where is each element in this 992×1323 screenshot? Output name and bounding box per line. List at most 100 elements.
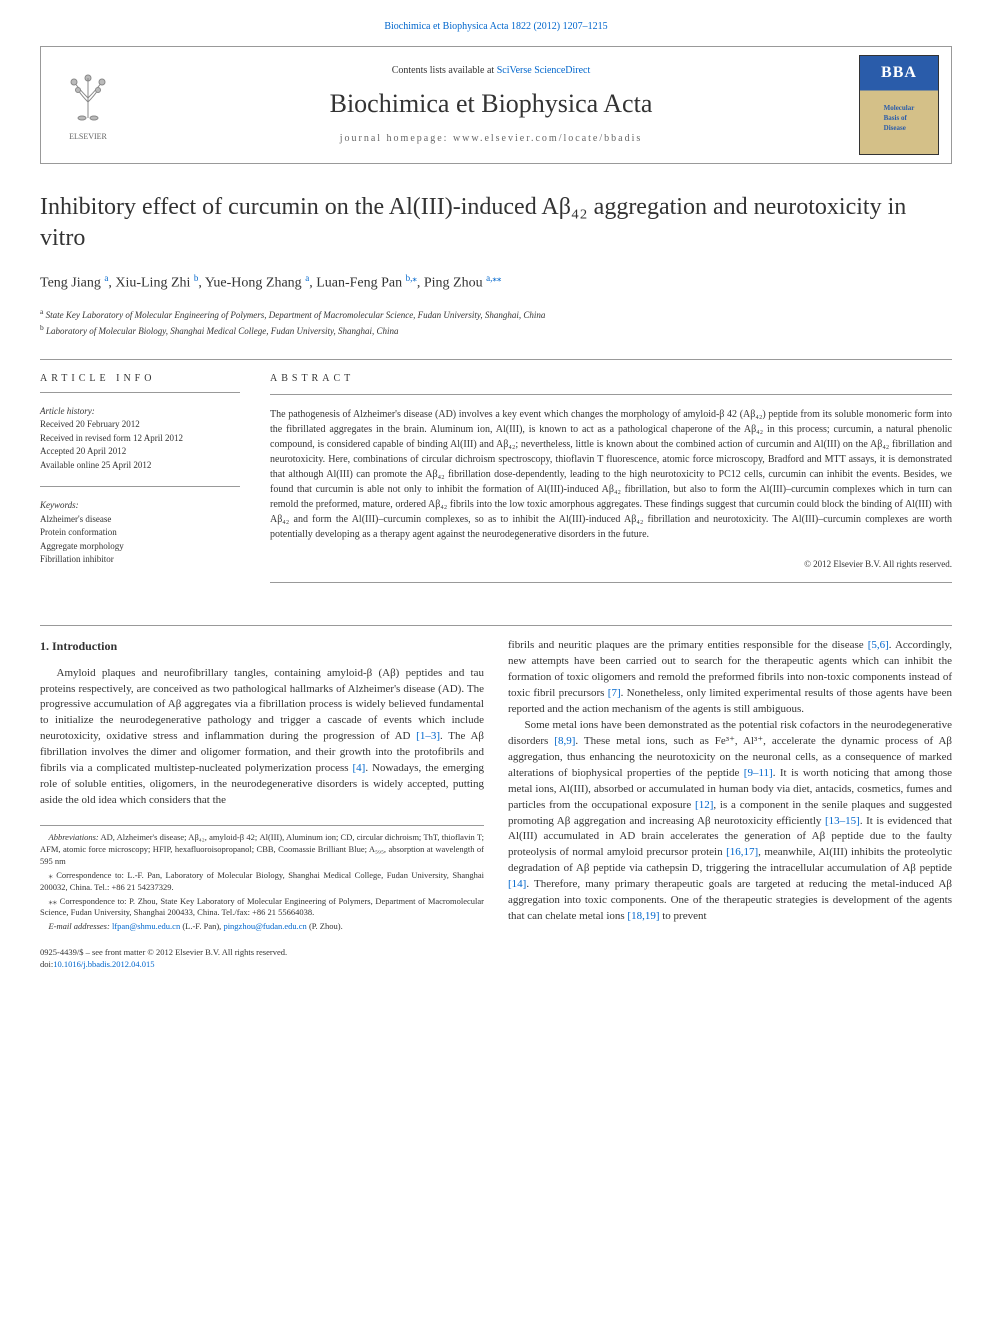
contents-available-line: Contents lists available at SciVerse Sci… xyxy=(123,64,859,78)
email-person-2: (P. Zhou). xyxy=(307,921,343,931)
bba-acronym: BBA xyxy=(881,62,917,84)
journal-reference: Biochimica et Biophysica Acta 1822 (2012… xyxy=(40,20,952,34)
keyword-2: Protein conformation xyxy=(40,526,240,540)
affiliation-b-text: Laboratory of Molecular Biology, Shangha… xyxy=(46,326,398,336)
abbrev-label: Abbreviations: xyxy=(49,832,99,842)
article-history: Article history: Received 20 February 20… xyxy=(40,405,240,473)
correspondence-1: ⁎ Correspondence to: L.-F. Pan, Laborato… xyxy=(40,870,484,894)
bottom-metadata: 0925-4439/$ – see front matter © 2012 El… xyxy=(40,947,484,971)
correspondence-2: ⁎⁎ Correspondence to: P. Zhou, State Key… xyxy=(40,896,484,920)
body-text: to prevent xyxy=(660,910,707,922)
ref-link[interactable]: [5,6] xyxy=(868,639,889,651)
body-columns: 1. Introduction Amyloid plaques and neur… xyxy=(40,638,952,971)
body-text: . Therefore, many primary therapeutic go… xyxy=(508,878,952,922)
section-number: 1. xyxy=(40,639,49,653)
author-2: Xiu-Ling Zhi xyxy=(115,276,190,291)
email-link-2[interactable]: pingzhou@fudan.edu.cn xyxy=(223,921,306,931)
abstract-copyright: © 2012 Elsevier B.V. All rights reserved… xyxy=(270,558,952,571)
author-5: Ping Zhou xyxy=(424,276,483,291)
author-5-corr[interactable]: ⁎⁎ xyxy=(492,273,501,283)
keyword-3: Aggregate morphology xyxy=(40,540,240,554)
body-paragraph: fibrils and neuritic plaques are the pri… xyxy=(508,638,952,718)
ref-link[interactable]: [13–15] xyxy=(825,815,860,827)
history-label: Article history: xyxy=(40,405,240,419)
homepage-url: www.elsevier.com/locate/bbadis xyxy=(453,133,642,144)
keywords-label: Keywords: xyxy=(40,499,240,513)
header-center: Contents lists available at SciVerse Sci… xyxy=(123,64,859,146)
elsevier-tree-icon xyxy=(60,68,116,131)
article-info: ARTICLE INFO Article history: Received 2… xyxy=(40,372,240,596)
divider xyxy=(270,582,952,583)
author-list: Teng Jiang a, Xiu-Ling Zhi b, Yue-Hong Z… xyxy=(40,272,952,293)
journal-homepage: journal homepage: www.elsevier.com/locat… xyxy=(123,132,859,146)
bba-sub-1: Molecular xyxy=(884,104,915,114)
abstract-text: The pathogenesis of Alzheimer's disease … xyxy=(270,407,952,542)
affiliation-b: b Laboratory of Molecular Biology, Shang… xyxy=(40,322,952,339)
email-label: E-mail addresses: xyxy=(49,921,112,931)
ref-link[interactable]: [16,17] xyxy=(726,846,758,858)
affiliation-a-text: State Key Laboratory of Molecular Engine… xyxy=(46,310,546,320)
divider xyxy=(40,392,240,393)
section-heading: 1. Introduction xyxy=(40,638,484,655)
divider xyxy=(270,394,952,395)
ref-link[interactable]: [18,19] xyxy=(627,910,659,922)
author-3-aff[interactable]: a xyxy=(305,273,309,283)
affiliations: a State Key Laboratory of Molecular Engi… xyxy=(40,306,952,339)
doi-line: doi:10.1016/j.bbadis.2012.04.015 xyxy=(40,959,484,971)
email-person-1: (L.-F. Pan), xyxy=(180,921,223,931)
author-4-corr[interactable]: ⁎ xyxy=(412,273,417,283)
author-2-aff[interactable]: b xyxy=(194,273,199,283)
divider xyxy=(40,359,952,360)
elsevier-label: ELSEVIER xyxy=(69,131,107,142)
journal-title: Biochimica et Biophysica Acta xyxy=(123,86,859,122)
elsevier-logo: ELSEVIER xyxy=(53,65,123,145)
ref-link[interactable]: [14] xyxy=(508,878,526,890)
body-paragraph: Amyloid plaques and neurofibrillary tang… xyxy=(40,666,484,809)
ref-link[interactable]: [4] xyxy=(353,762,366,774)
journal-ref-link[interactable]: Biochimica et Biophysica Acta 1822 (2012… xyxy=(384,21,607,32)
article-title: Inhibitory effect of curcumin on the Al(… xyxy=(40,192,952,254)
accepted-date: Accepted 20 April 2012 xyxy=(40,445,240,459)
revised-date: Received in revised form 12 April 2012 xyxy=(40,432,240,446)
author-1-aff[interactable]: a xyxy=(104,273,108,283)
bba-cover-logo: BBA Molecular Basis of Disease xyxy=(859,55,939,155)
author-3: Yue-Hong Zhang xyxy=(205,276,302,291)
info-abstract-row: ARTICLE INFO Article history: Received 2… xyxy=(40,372,952,596)
homepage-pre: journal homepage: xyxy=(340,133,453,144)
divider xyxy=(40,625,952,626)
ref-link[interactable]: [9–11] xyxy=(744,767,773,779)
article-info-heading: ARTICLE INFO xyxy=(40,372,240,386)
affiliation-a: a State Key Laboratory of Molecular Engi… xyxy=(40,306,952,323)
footnotes: Abbreviations: AD, Alzheimer's disease; … xyxy=(40,825,484,933)
author-1: Teng Jiang xyxy=(40,276,101,291)
keyword-1: Alzheimer's disease xyxy=(40,513,240,527)
body-paragraph: Some metal ions have been demonstrated a… xyxy=(508,718,952,925)
ref-link[interactable]: [12] xyxy=(695,799,713,811)
abstract-heading: ABSTRACT xyxy=(270,372,952,386)
doi-label: doi: xyxy=(40,959,53,969)
divider xyxy=(40,486,240,487)
bba-subtitle: Molecular Basis of Disease xyxy=(884,104,915,133)
ref-link[interactable]: [8,9] xyxy=(554,735,575,747)
bba-sub-3: Disease xyxy=(884,124,915,134)
abbrev-text: AD, Alzheimer's disease; Aβ₄₂, amyloid-β… xyxy=(40,832,484,866)
journal-header: ELSEVIER Contents lists available at Sci… xyxy=(40,46,952,164)
ref-link[interactable]: [1–3] xyxy=(416,730,440,742)
ref-link[interactable]: [7] xyxy=(608,687,621,699)
contents-pre: Contents lists available at xyxy=(392,65,497,76)
email-footnote: E-mail addresses: lfpan@shmu.edu.cn (L.-… xyxy=(40,921,484,933)
section-title: Introduction xyxy=(52,639,117,653)
doi-link[interactable]: 10.1016/j.bbadis.2012.04.015 xyxy=(53,959,154,969)
author-4: Luan-Feng Pan xyxy=(316,276,402,291)
keywords-block: Keywords: Alzheimer's disease Protein co… xyxy=(40,499,240,567)
online-date: Available online 25 April 2012 xyxy=(40,459,240,473)
keyword-4: Fibrillation inhibitor xyxy=(40,553,240,567)
abstract-column: ABSTRACT The pathogenesis of Alzheimer's… xyxy=(270,372,952,596)
body-column-right: fibrils and neuritic plaques are the pri… xyxy=(508,638,952,971)
email-link-1[interactable]: lfpan@shmu.edu.cn xyxy=(112,921,180,931)
received-date: Received 20 February 2012 xyxy=(40,418,240,432)
body-column-left: 1. Introduction Amyloid plaques and neur… xyxy=(40,638,484,971)
body-text: fibrils and neuritic plaques are the pri… xyxy=(508,639,868,651)
sciencedirect-link[interactable]: SciVerse ScienceDirect xyxy=(497,65,591,76)
bba-sub-2: Basis of xyxy=(884,114,915,124)
